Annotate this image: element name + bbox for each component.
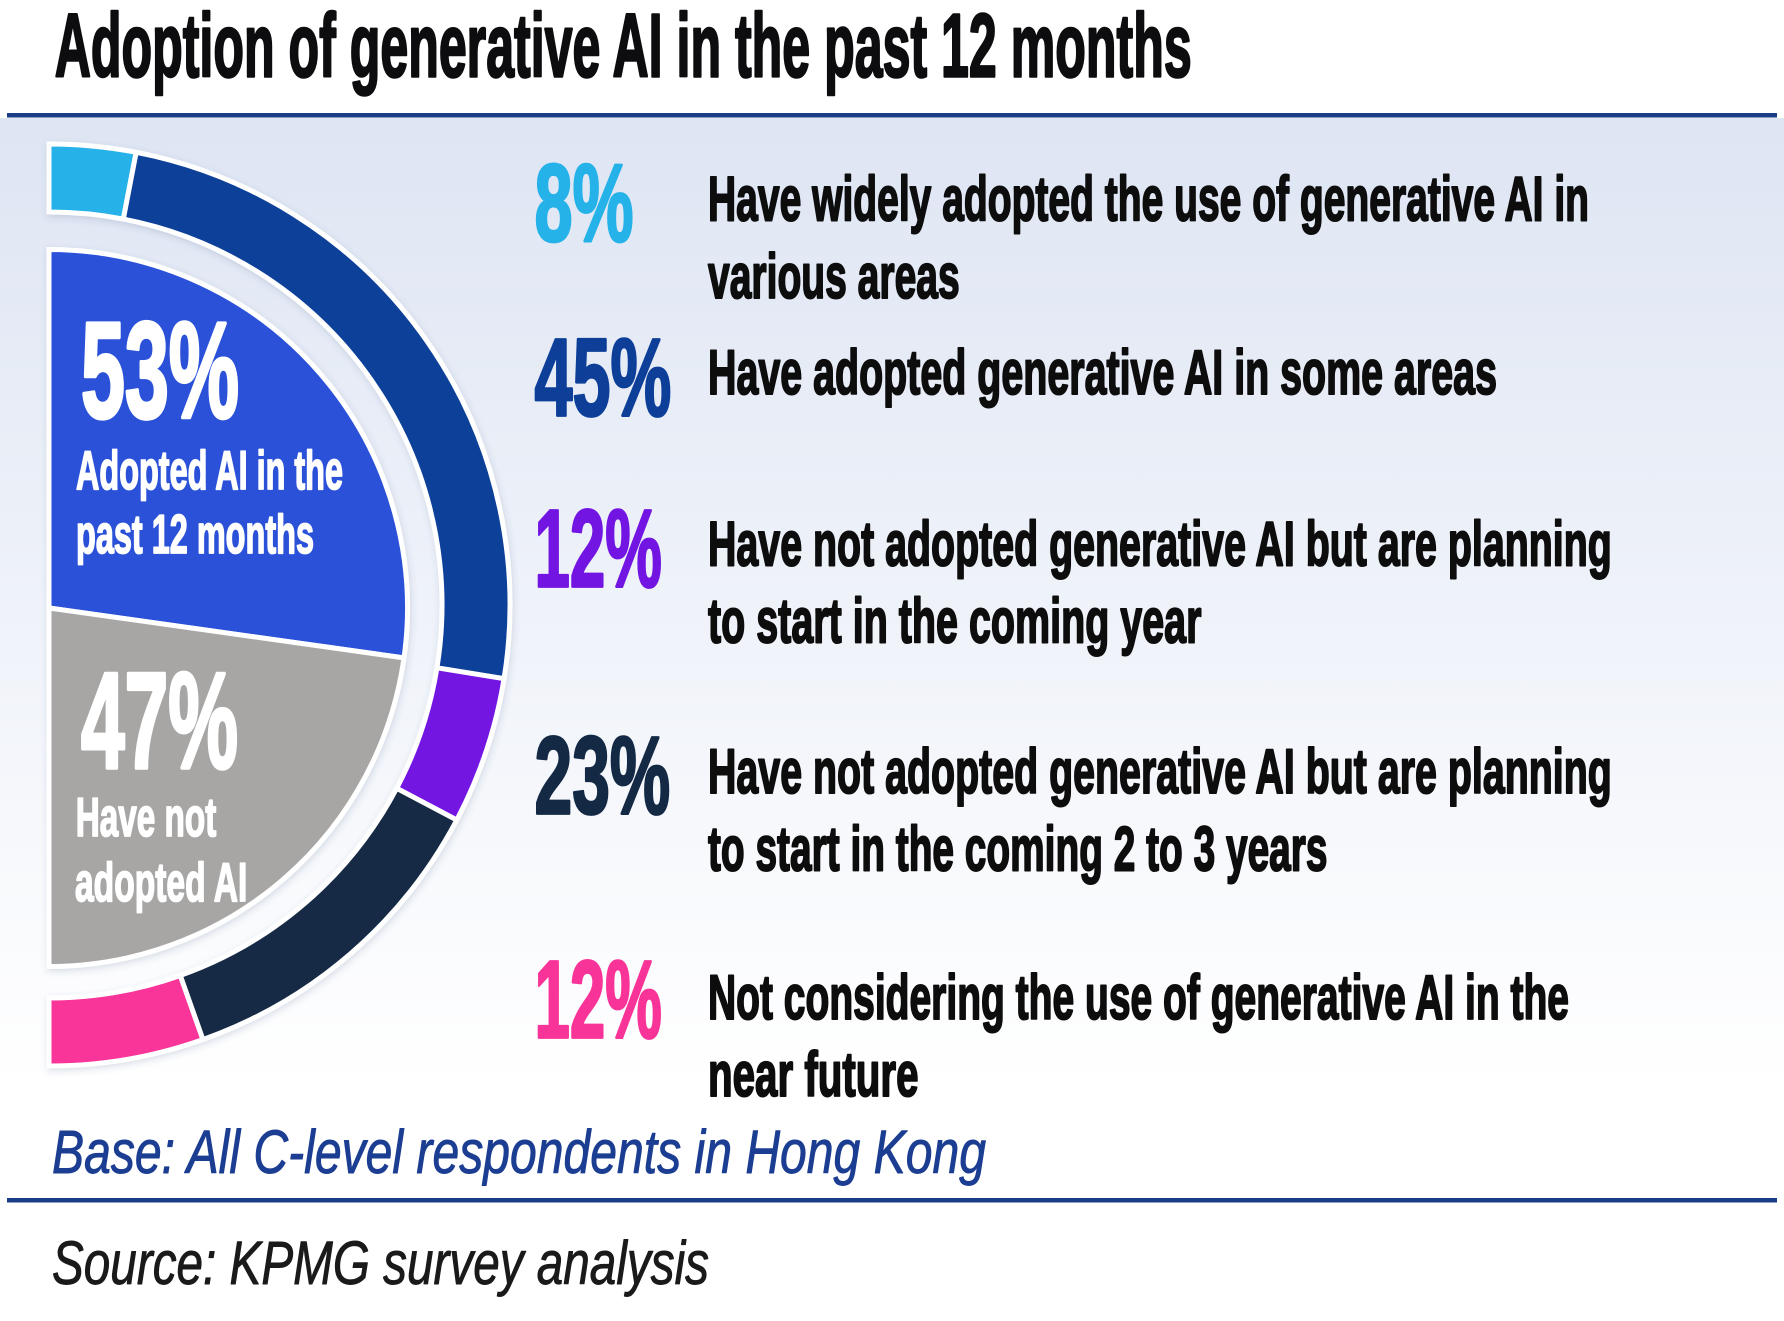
svg-text:Have not adopted generative AI: Have not adopted generative AI but are p… xyxy=(708,509,1612,579)
svg-text:to start in the coming year: to start in the coming year xyxy=(708,586,1202,656)
svg-text:Source: KPMG survey analysis: Source: KPMG survey analysis xyxy=(52,1229,709,1297)
svg-text:Adopted AI in the: Adopted AI in the xyxy=(76,439,343,501)
svg-text:Base: All C-level respondents: Base: All C-level respondents in Hong Ko… xyxy=(52,1118,986,1186)
svg-text:adopted AI: adopted AI xyxy=(75,851,247,913)
svg-text:47%: 47% xyxy=(81,644,238,797)
svg-text:Have not adopted generative AI: Have not adopted generative AI but are p… xyxy=(708,737,1612,807)
svg-text:45%: 45% xyxy=(535,317,672,440)
svg-text:Not considering the use of gen: Not considering the use of generative AI… xyxy=(708,963,1569,1033)
svg-text:past 12 months: past 12 months xyxy=(76,503,314,565)
svg-text:12%: 12% xyxy=(535,488,662,611)
svg-text:53%: 53% xyxy=(81,293,239,446)
svg-text:Have adopted generative AI in: Have adopted generative AI in some areas xyxy=(708,338,1497,408)
svg-text:near future: near future xyxy=(708,1040,919,1110)
svg-text:various areas: various areas xyxy=(708,242,960,312)
svg-text:Have widely adopted the use of: Have widely adopted the use of generativ… xyxy=(708,165,1589,235)
svg-text:Adoption of generative AI in t: Adoption of generative AI in the past 12… xyxy=(55,0,1192,97)
svg-text:to start in the coming 2 to 3: to start in the coming 2 to 3 years xyxy=(708,814,1328,884)
svg-text:23%: 23% xyxy=(535,715,671,838)
svg-text:8%: 8% xyxy=(535,142,634,265)
svg-text:12%: 12% xyxy=(535,939,662,1062)
svg-text:Have not: Have not xyxy=(76,786,217,848)
